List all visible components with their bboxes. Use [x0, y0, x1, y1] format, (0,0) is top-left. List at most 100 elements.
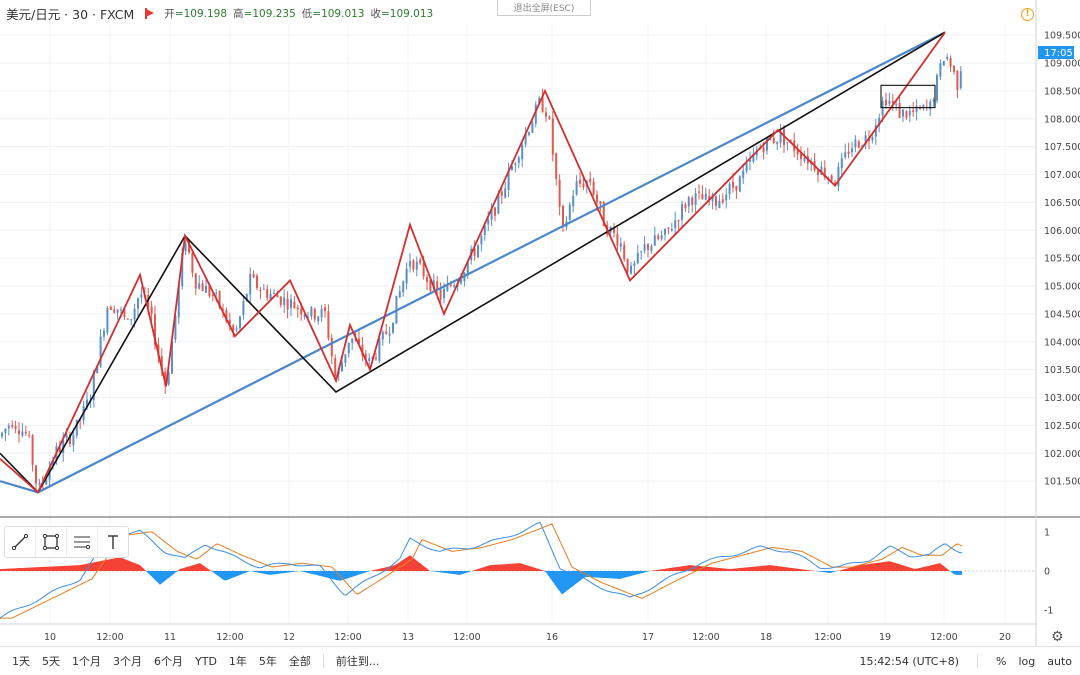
candle-body — [164, 371, 167, 386]
candle-body — [772, 137, 775, 143]
candle-body — [698, 191, 700, 193]
candle-body — [198, 283, 201, 289]
candle-body — [555, 153, 558, 179]
candle-body — [443, 288, 445, 299]
chart-canvas[interactable]: 109.500 109.000 108.500 108.000 107.500 107.0… — [0, 0, 1080, 646]
candle-body — [7, 425, 10, 429]
candle-body — [439, 289, 442, 300]
candle-body — [524, 133, 527, 145]
candle-body — [783, 129, 785, 146]
candle-body — [412, 260, 415, 270]
goto-date-button[interactable]: 前往到... — [335, 655, 380, 668]
candle-body — [701, 193, 704, 200]
range-5d[interactable]: 5天 — [42, 655, 60, 668]
settings-gear-icon[interactable]: ⚙ — [1051, 629, 1064, 645]
candle-body — [45, 477, 48, 485]
log-toggle[interactable]: log — [1018, 654, 1036, 668]
candle-body — [521, 144, 524, 160]
candle-body — [596, 194, 598, 203]
fib-tool[interactable] — [67, 527, 98, 557]
range-5y[interactable]: 5年 — [258, 655, 277, 668]
percent-toggle[interactable]: % — [996, 654, 1007, 668]
candle-body — [177, 285, 180, 318]
macd-histogram-negative — [0, 571, 962, 595]
range-6m[interactable]: 6个月 — [154, 655, 183, 668]
candle-body — [72, 434, 75, 446]
candle-body — [58, 447, 61, 453]
candle-body — [779, 131, 782, 143]
candle-body — [592, 181, 595, 195]
time-tick-label: 12:00 — [930, 632, 957, 643]
range-1m[interactable]: 1个月 — [72, 655, 101, 668]
divider — [322, 654, 324, 668]
candle-body — [235, 328, 238, 330]
candle-body — [636, 252, 639, 264]
candle-body — [317, 316, 320, 322]
candle-body — [490, 209, 493, 220]
high-label: 高 — [233, 7, 244, 20]
candle-body — [562, 206, 564, 226]
candle-body — [307, 316, 309, 318]
candle-body — [936, 75, 938, 101]
range-all[interactable]: 全部 — [288, 655, 311, 668]
grid-lines — [0, 24, 1036, 624]
candle-body — [28, 434, 31, 436]
candle-body — [286, 298, 289, 310]
range-1y[interactable]: 1年 — [228, 655, 247, 668]
candle-body — [205, 286, 207, 293]
range-ytd[interactable]: YTD — [195, 654, 217, 668]
text-tool[interactable] — [98, 527, 128, 557]
candle-body — [181, 252, 184, 287]
candle-body — [324, 307, 326, 312]
candle-body — [225, 310, 228, 322]
close-value: =109.013 — [380, 7, 434, 20]
candle-body — [769, 139, 772, 141]
candle-body — [949, 57, 952, 67]
candle-body — [330, 337, 333, 357]
candle-body — [864, 135, 867, 145]
time-tick-label: 16 — [546, 632, 558, 643]
candle-body — [674, 220, 677, 228]
candle-body — [364, 353, 367, 360]
macd-histogram-positive — [0, 555, 962, 571]
indicator-tick-label: 1 — [1044, 527, 1050, 538]
rectangle-tool[interactable] — [36, 527, 67, 557]
candle-body — [681, 204, 683, 220]
candle-body — [786, 142, 789, 144]
candle-body — [749, 159, 751, 162]
candle-body — [415, 261, 418, 270]
exit-fullscreen-button[interactable]: 退出全屏(ESC) — [497, 0, 591, 16]
symbol-title[interactable]: 美元/日元 · 30 · FXCM — [6, 6, 135, 22]
range-1d[interactable]: 1天 — [12, 655, 30, 668]
candle-body — [820, 166, 823, 175]
candle-body — [939, 63, 942, 77]
candle-body — [140, 294, 143, 298]
high-value: =109.235 — [243, 7, 296, 20]
auto-toggle[interactable]: auto — [1047, 654, 1072, 668]
candle-body — [242, 301, 245, 316]
candle-body — [405, 268, 408, 284]
candle-body — [106, 308, 109, 333]
candle-body — [514, 163, 517, 166]
candle-body — [239, 316, 241, 329]
candle-body — [942, 61, 945, 66]
candle-body — [643, 244, 646, 251]
range-3m[interactable]: 3个月 — [113, 655, 142, 668]
candle-body — [201, 283, 204, 292]
candle-body — [823, 167, 826, 178]
candle-body — [283, 297, 286, 306]
candle-body — [548, 116, 551, 119]
trend-line-tool[interactable] — [5, 527, 36, 557]
candle-body — [24, 431, 27, 434]
candle-body — [511, 166, 513, 170]
candle-body — [912, 110, 915, 113]
flag-icon[interactable] — [145, 8, 155, 19]
price-tick-label: 103.500 — [1044, 365, 1080, 376]
ohlc-readout: 开=109.198 高=109.235 低=109.013 收=109.013 — [164, 6, 433, 21]
candle-body — [232, 325, 235, 332]
candle-body — [473, 248, 476, 256]
candle-body — [888, 100, 891, 104]
warning-icon[interactable]: ! — [1021, 8, 1034, 21]
low-value: =109.013 — [312, 7, 365, 20]
fib-lines-icon — [74, 536, 91, 550]
